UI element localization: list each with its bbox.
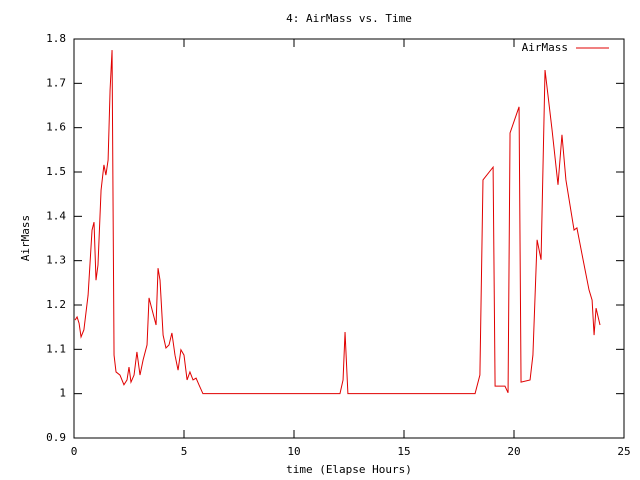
y-axis-label: AirMass	[19, 215, 32, 261]
x-tick-label: 0	[71, 445, 78, 458]
chart-title: 4: AirMass vs. Time	[286, 12, 412, 25]
y-tick-label: 1.3	[46, 254, 66, 267]
x-tick-label: 10	[287, 445, 300, 458]
y-tick-label: 1.5	[46, 165, 66, 178]
y-tick-label: 1.6	[46, 121, 66, 134]
x-axis-label: time (Elapse Hours)	[286, 463, 412, 476]
y-tick-label: 1.4	[46, 209, 66, 222]
y-tick-label: 1	[59, 387, 66, 400]
data-line	[74, 50, 601, 395]
plot-border	[73, 38, 625, 439]
x-tick-label: 15	[397, 445, 410, 458]
y-tick-label: 0.9	[46, 431, 66, 444]
x-tick-label: 20	[507, 445, 520, 458]
y-tick-label: 1.2	[46, 298, 66, 311]
y-tick-label: 1.7	[46, 76, 66, 89]
y-tick-label: 1.1	[46, 342, 66, 355]
x-tick-label: 5	[181, 445, 188, 458]
x-tick-label: 25	[617, 445, 630, 458]
y-tick-label: 1.8	[46, 32, 66, 45]
legend-label: AirMass	[522, 41, 568, 54]
